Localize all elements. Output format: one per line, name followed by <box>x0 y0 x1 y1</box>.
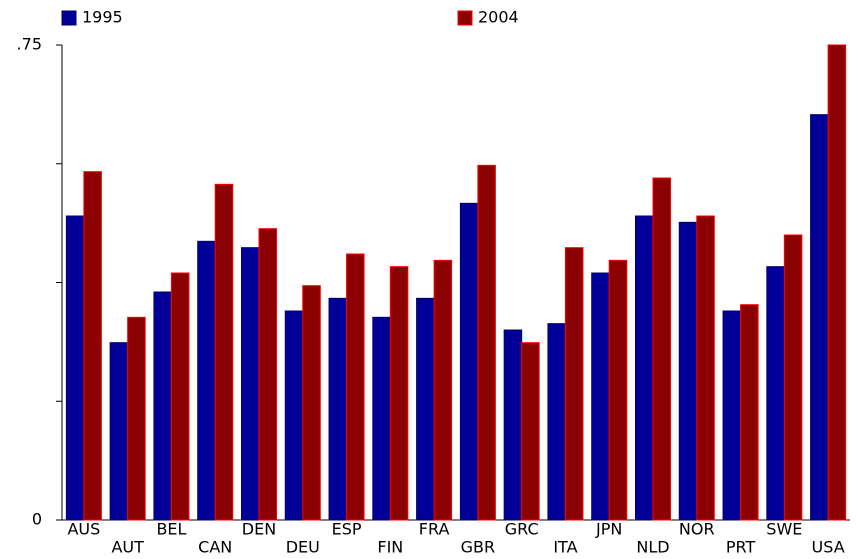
x-tick-label: DEN <box>242 520 276 539</box>
bar <box>346 253 365 521</box>
x-tick-label: GBR <box>461 538 496 557</box>
bar <box>328 297 348 521</box>
bar <box>766 266 785 521</box>
bar <box>591 272 610 521</box>
bar <box>722 310 742 521</box>
x-tick-label: JPN <box>595 520 622 539</box>
bar <box>214 183 234 521</box>
bar <box>65 215 85 521</box>
x-tick-label: USA <box>812 538 845 557</box>
y-tick-label: 0 <box>32 510 42 529</box>
bar <box>258 228 278 521</box>
bar <box>153 291 172 521</box>
bar <box>109 342 129 521</box>
bar <box>433 259 453 521</box>
bar <box>503 329 523 521</box>
bar <box>634 215 654 521</box>
bar <box>459 202 479 521</box>
bar <box>127 316 146 521</box>
bar <box>564 247 584 521</box>
x-tick-label: ITA <box>553 538 577 557</box>
bar <box>696 215 715 521</box>
bar <box>240 247 260 521</box>
x-tick-label: FIN <box>377 538 403 557</box>
bar <box>170 272 190 521</box>
bar <box>810 114 829 521</box>
bar <box>678 221 698 521</box>
x-tick-label: PRT <box>726 538 756 557</box>
legend-label: 1995 <box>82 8 123 27</box>
bar <box>302 285 321 521</box>
legend-label: 2004 <box>478 8 519 27</box>
bar <box>477 164 496 521</box>
x-tick-label: AUS <box>67 520 100 539</box>
legend-swatch <box>457 10 473 26</box>
x-tick-label: NOR <box>679 520 715 539</box>
x-tick-label: GRC <box>505 520 539 539</box>
bar <box>608 259 628 521</box>
bar <box>372 316 391 521</box>
x-tick-label: CAN <box>198 538 232 557</box>
x-tick-label: NLD <box>636 538 669 557</box>
y-tick-label: .75 <box>17 35 42 54</box>
bar <box>652 177 672 521</box>
x-tick-label: BEL <box>156 520 186 539</box>
bar <box>197 240 216 521</box>
bar <box>284 310 304 521</box>
bar <box>416 297 435 521</box>
x-tick-label: ESP <box>332 520 362 539</box>
x-tick-label: SWE <box>766 520 802 539</box>
bar <box>389 266 409 521</box>
bar <box>521 342 540 521</box>
x-tick-label: DEU <box>286 538 320 557</box>
x-tick-label: AUT <box>111 538 144 557</box>
bar <box>783 234 803 521</box>
x-tick-label: FRA <box>419 520 450 539</box>
bar <box>83 171 102 521</box>
legend-swatch <box>61 10 77 26</box>
bar <box>740 304 759 521</box>
bar <box>547 323 566 521</box>
bar <box>827 44 847 521</box>
